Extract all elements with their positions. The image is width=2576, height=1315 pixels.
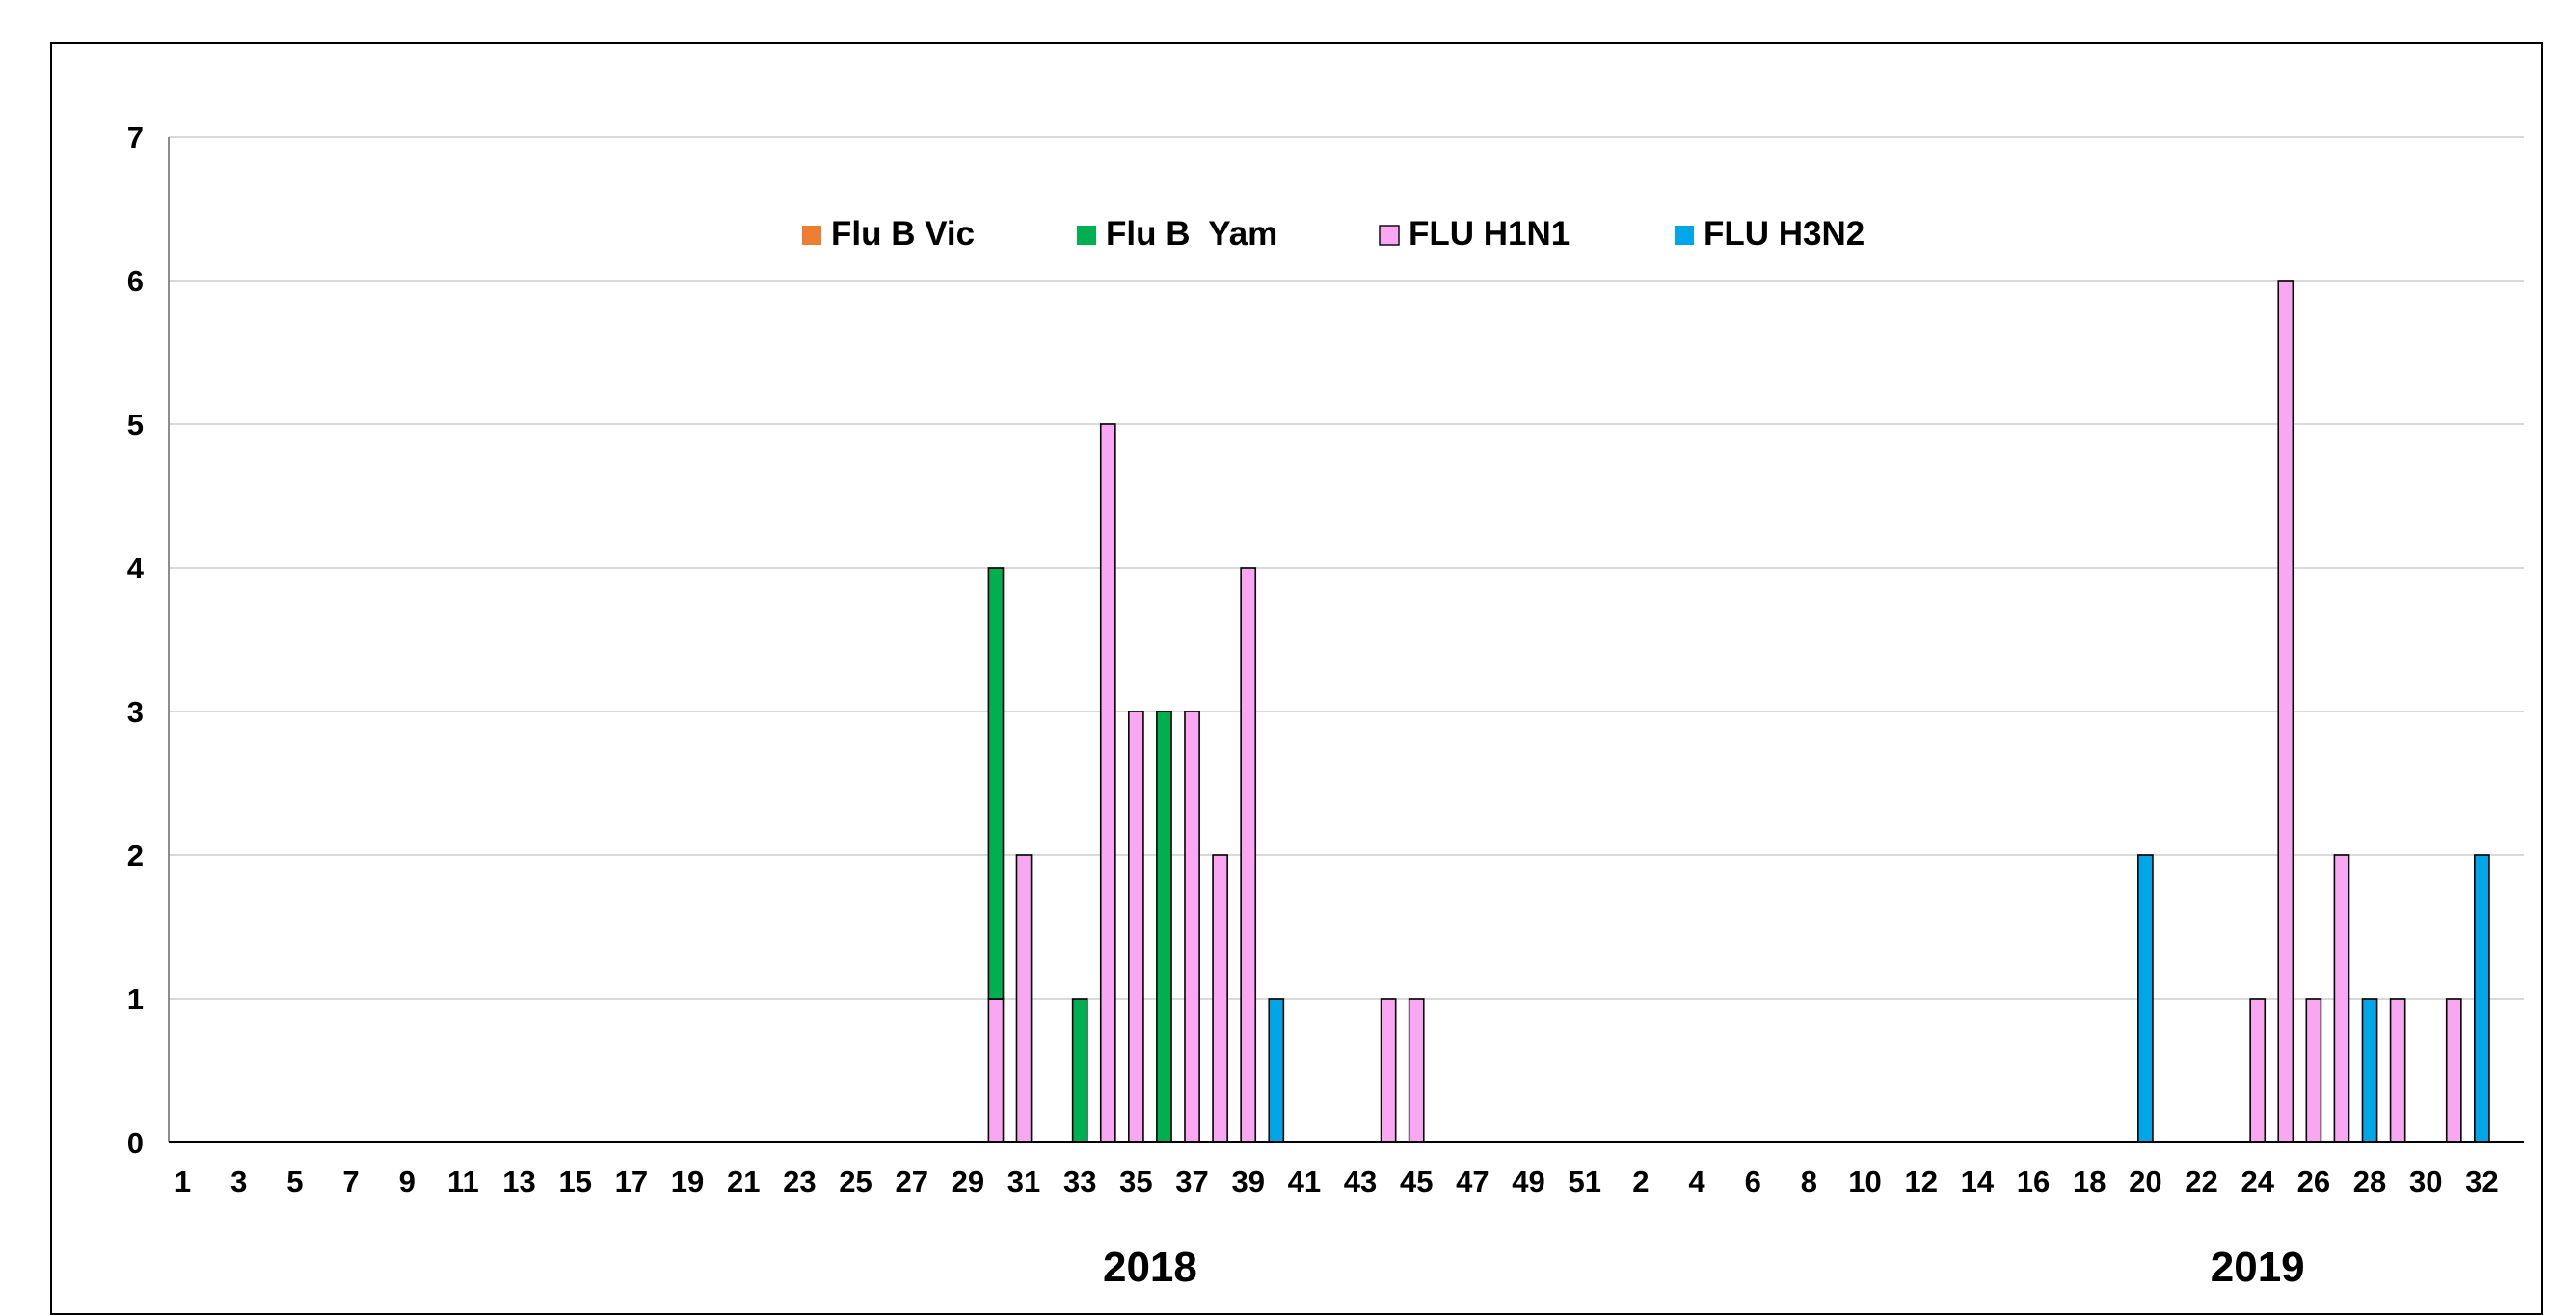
- year-label: 2019: [2211, 1244, 2305, 1291]
- bar: [2137, 854, 2154, 1143]
- x-tick-label: 1: [174, 1165, 191, 1198]
- x-tick-label: 15: [558, 1165, 591, 1198]
- x-tick-label: 33: [1063, 1165, 1096, 1198]
- bar: [987, 567, 1005, 1000]
- bar: [1071, 998, 1088, 1143]
- y-tick-label: 6: [127, 264, 144, 298]
- x-tick-label: 28: [2353, 1165, 2386, 1198]
- bar: [1184, 711, 1200, 1143]
- x-tick-label: 29: [952, 1165, 984, 1198]
- x-tick-label: 18: [2073, 1165, 2106, 1198]
- x-tick-label: 47: [1456, 1165, 1489, 1198]
- x-tick-label: 19: [671, 1165, 704, 1198]
- legend-swatch: [1379, 225, 1400, 246]
- x-tick-label: 35: [1119, 1165, 1152, 1198]
- legend-label: Flu B Vic: [831, 215, 975, 253]
- bar: [1268, 998, 1285, 1143]
- x-tick-label: 10: [1848, 1165, 1881, 1198]
- x-tick-label: 3: [230, 1165, 247, 1198]
- bar: [1099, 423, 1116, 1143]
- x-tick-label: 41: [1288, 1165, 1321, 1198]
- bar: [1240, 567, 1257, 1143]
- x-tick-label: 43: [1344, 1165, 1377, 1198]
- x-tick-label: 32: [2465, 1165, 2498, 1198]
- legend-item: Flu B Yam: [1077, 215, 1277, 253]
- x-tick-label: 13: [502, 1165, 535, 1198]
- x-axis-ticks: 1 3 5 7 9 11 13 15 17 19 21 23 25 27 29 31 33 35 37 39 41 43 4…: [174, 1165, 2499, 1198]
- x-tick-label: 51: [1568, 1165, 1600, 1198]
- year-labels: 2018 2019: [1103, 1244, 2305, 1291]
- x-tick-label: 31: [1007, 1165, 1040, 1198]
- x-tick-label: 21: [727, 1165, 760, 1198]
- bar: [2333, 854, 2350, 1143]
- legend-label: Flu B Yam: [1106, 215, 1277, 253]
- bar: [2361, 998, 2378, 1143]
- x-tick-label: 17: [615, 1165, 648, 1198]
- bar: [1128, 711, 1144, 1143]
- bar: [1380, 998, 1397, 1143]
- x-tick-label: 39: [1231, 1165, 1264, 1198]
- gridlines: [169, 136, 2524, 1000]
- legend-label: FLU H1N1: [1409, 215, 1570, 253]
- x-tick-label: 24: [2241, 1165, 2274, 1198]
- year-label: 2018: [1103, 1244, 1197, 1291]
- legend-item: Flu B Vic: [802, 215, 975, 253]
- bar: [1156, 711, 1172, 1143]
- x-tick-label: 7: [342, 1165, 359, 1198]
- x-tick-label: 37: [1175, 1165, 1208, 1198]
- axes: [168, 137, 2524, 1143]
- x-tick-label: 8: [1801, 1165, 1817, 1198]
- x-tick-label: 26: [2297, 1165, 2330, 1198]
- x-tick-label: 22: [2185, 1165, 2217, 1198]
- y-tick-label: 1: [127, 982, 144, 1016]
- x-tick-label: 6: [1745, 1165, 1761, 1198]
- legend-swatch: [1675, 226, 1694, 245]
- x-tick-label: 30: [2409, 1165, 2442, 1198]
- x-tick-label: 4: [1688, 1165, 1705, 1198]
- bar: [2445, 998, 2462, 1143]
- x-tick-label: 27: [895, 1165, 927, 1198]
- bar: [1408, 998, 1425, 1143]
- legend-label: FLU H3N2: [1704, 215, 1865, 253]
- bars-layer: [987, 280, 2490, 1143]
- bar: [2389, 998, 2406, 1143]
- legend-item: FLU H1N1: [1379, 215, 1570, 253]
- legend: Flu B Vic Flu B Yam FLU H1N1 FLU H3N2: [802, 215, 1865, 253]
- x-tick-label: 23: [783, 1165, 816, 1198]
- x-tick-label: 11: [447, 1165, 479, 1198]
- x-tick-label: 20: [2129, 1165, 2161, 1198]
- bar: [2277, 280, 2294, 1143]
- y-tick-label: 5: [127, 408, 144, 442]
- x-tick-label: 2: [1632, 1165, 1649, 1198]
- y-tick-label: 3: [127, 695, 144, 729]
- legend-swatch: [1077, 226, 1096, 245]
- y-tick-label: 2: [127, 839, 144, 872]
- legend-item: FLU H3N2: [1675, 215, 1865, 253]
- x-tick-label: 45: [1400, 1165, 1433, 1198]
- x-tick-label: 25: [839, 1165, 872, 1198]
- x-tick-label: 49: [1512, 1165, 1544, 1198]
- legend-swatch: [802, 226, 821, 245]
- x-tick-label: 9: [399, 1165, 416, 1198]
- bar: [2305, 998, 2322, 1143]
- y-tick-label: 0: [127, 1126, 144, 1160]
- bar: [2249, 998, 2267, 1143]
- bar: [1212, 854, 1228, 1143]
- bar: [987, 998, 1005, 1143]
- bar: [2474, 854, 2490, 1143]
- bar: [1015, 854, 1033, 1143]
- x-tick-label: 14: [1961, 1165, 1995, 1198]
- y-axis-ticks: 0 1 2 3 4 5 6 7: [127, 121, 145, 1160]
- y-tick-label: 7: [127, 121, 144, 154]
- x-tick-label: 16: [2017, 1165, 2050, 1198]
- x-tick-label: 5: [286, 1165, 303, 1198]
- x-tick-label: 12: [1904, 1165, 1937, 1198]
- y-tick-label: 4: [127, 551, 145, 585]
